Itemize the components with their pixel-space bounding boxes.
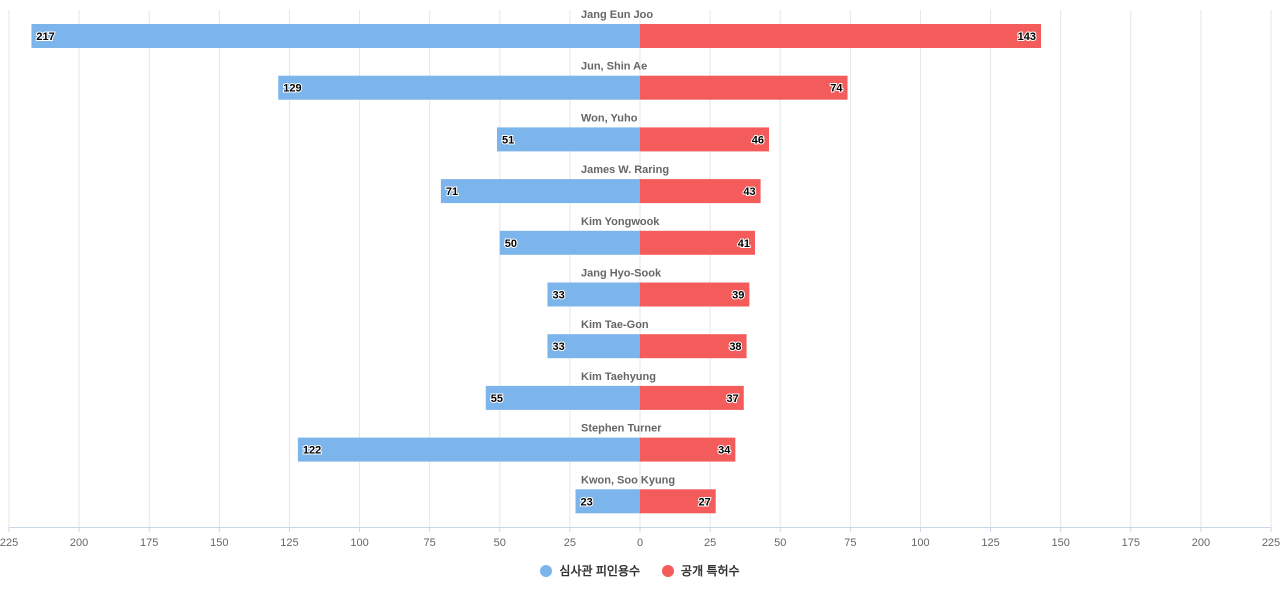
data-label-left: 71 [446,186,458,198]
data-label-left: 23 [580,496,592,508]
x-tick-label: 150 [1051,537,1069,549]
legend-marker-series-2 [662,564,675,577]
data-label-right: 41 [738,238,750,250]
bar-left[interactable] [547,282,640,307]
bar-right[interactable] [640,127,770,152]
bar-right[interactable] [640,179,761,204]
x-tick-label: 75 [844,537,856,549]
data-label-right: 39 [732,290,744,302]
data-label-right: 46 [752,134,764,146]
bar-left[interactable] [496,127,640,152]
x-tick-label: 100 [350,537,368,549]
x-tick-label: 200 [1192,537,1210,549]
bar-right[interactable] [640,282,750,307]
legend-item-series-1[interactable]: 심사관 피인용수 [540,562,640,579]
x-tick-label: 225 [0,537,18,549]
data-label-right: 38 [729,341,741,353]
category-label: Kim Yongwook [581,216,660,228]
bar-right[interactable] [640,75,848,100]
data-label-left: 129 [283,83,301,95]
category-label: Stephen Turner [581,423,662,435]
bar-left[interactable] [440,179,640,204]
x-tick-label: 150 [210,537,228,549]
category-label: Jang Hyo-Sook [581,268,662,280]
x-tick-label: 25 [564,537,576,549]
data-label-left: 33 [552,290,564,302]
legend-label-series-1: 심사관 피인용수 [559,564,641,578]
legend-marker-series-1 [540,564,553,577]
x-tick-label: 50 [774,537,786,549]
bars [31,24,1042,514]
category-label: Jun, Shin Ae [581,61,647,73]
bar-right[interactable] [640,334,747,359]
x-tick-label: 25 [704,537,716,549]
bar-left[interactable] [297,437,640,462]
data-label-right: 37 [727,393,739,405]
category-label: Kim Taehyung [581,371,656,383]
bar-right[interactable] [640,437,736,462]
bar-right[interactable] [640,230,755,255]
data-label-left: 55 [491,393,503,405]
data-label-left: 122 [303,445,321,457]
data-label-left: 217 [36,31,54,43]
category-label: James W. Raring [581,164,669,176]
legend-item-series-2[interactable]: 공개 특허수 [662,562,740,579]
bar-left[interactable] [31,24,641,48]
category-label: Jang Eun Joo [581,9,653,21]
bar-left[interactable] [485,385,640,410]
legend-label-series-2: 공개 특허수 [681,564,740,578]
bar-right[interactable] [640,385,744,410]
bar-left[interactable] [499,230,640,255]
bar-left[interactable] [575,489,640,514]
x-tick-label: 125 [280,537,298,549]
data-label-right: 43 [743,186,755,198]
category-label: Kim Tae-Gon [581,319,649,331]
x-tick-label: 100 [911,537,929,549]
x-tick-label: 125 [981,537,999,549]
legend: 심사관 피인용수 공개 특허수 [0,562,1280,579]
data-label-right: 74 [830,83,843,95]
x-tick-label: 175 [1122,537,1140,549]
data-label-left: 50 [505,238,517,250]
data-label-left: 51 [502,134,514,146]
x-tick-label: 75 [424,537,436,549]
data-label-right: 27 [698,496,710,508]
data-label-right: 143 [1018,31,1036,43]
bar-right[interactable] [640,24,1042,48]
labels: Jang Eun Joo 217 143 Jun, Shin Ae 129 74 Won, … [35,9,1037,509]
category-label: Kwon, Soo Kyung [581,474,675,486]
x-tick-label: 225 [1262,537,1280,549]
bar-chart: Jang Eun Joo 217 143 Jun, Shin Ae 129 74 Won, … [0,9,1280,549]
bar-left[interactable] [278,75,640,100]
bar-left[interactable] [547,334,640,359]
x-tick-label: 50 [494,537,506,549]
x-tick-label: 175 [140,537,158,549]
x-tick-label: 0 [637,537,643,549]
x-tick-label: 200 [70,537,88,549]
data-label-right: 34 [718,445,731,457]
category-label: Won, Yuho [581,112,638,124]
x-axis: 225 200 175 150 125 100 75 50 25 0 25 50 75 100 125 150… [0,527,1280,549]
data-label-left: 33 [552,341,564,353]
bar-right[interactable] [640,489,716,514]
